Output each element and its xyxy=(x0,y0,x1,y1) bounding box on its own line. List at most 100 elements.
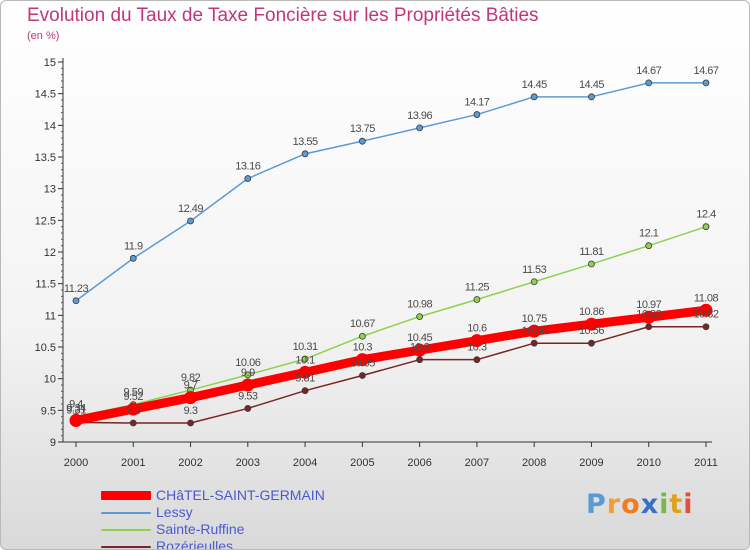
data-label: 10.3 xyxy=(353,342,373,354)
data-label: 10.45 xyxy=(407,332,432,344)
data-point xyxy=(358,137,366,145)
data-point xyxy=(530,278,538,286)
data-point xyxy=(588,339,595,347)
series-line-1 xyxy=(75,82,707,302)
logo-letter: P xyxy=(586,489,607,520)
data-point xyxy=(642,310,656,324)
data-label: 11.23 xyxy=(64,283,89,295)
x-tick-label: 2003 xyxy=(236,457,260,469)
data-point xyxy=(470,334,484,348)
unit-label: (en %) xyxy=(27,30,60,42)
y-tick-label: 11 xyxy=(45,310,56,322)
data-point xyxy=(301,387,309,395)
data-label: 9.4 xyxy=(69,399,83,411)
x-tick-label: 2007 xyxy=(465,457,489,469)
data-point xyxy=(244,405,252,412)
y-tick-label: 12 xyxy=(44,247,56,259)
y-tick-label: 14.5 xyxy=(35,89,56,101)
data-point xyxy=(129,254,137,262)
data-point xyxy=(588,260,595,268)
data-point xyxy=(69,413,83,427)
data-point xyxy=(645,242,653,250)
data-label: 9.7 xyxy=(184,380,198,392)
series-line-3 xyxy=(75,325,707,424)
chart-title: Evolution du Taux de Taxe Foncière sur l… xyxy=(27,5,539,26)
data-label: 10.56 xyxy=(522,325,547,337)
data-label: 9.59 xyxy=(124,387,144,399)
data-point xyxy=(699,303,713,317)
data-label: 9.82 xyxy=(181,372,201,384)
data-point xyxy=(416,313,424,321)
data-point xyxy=(702,223,710,231)
legend-swatch xyxy=(101,529,151,531)
logo-letter: i xyxy=(683,489,694,520)
legend-label: Lessy xyxy=(156,504,193,520)
logo-letter: i xyxy=(659,489,670,520)
data-label: 10.31 xyxy=(293,341,318,353)
data-point xyxy=(244,175,252,182)
y-tick-label: 10.5 xyxy=(35,342,56,354)
data-label: 14.67 xyxy=(693,65,718,77)
data-point xyxy=(416,356,424,364)
x-tick-label: 2008 xyxy=(522,457,546,469)
proxiti-logo: Proxiti xyxy=(586,489,694,520)
data-point xyxy=(473,356,481,364)
data-label: 13.16 xyxy=(235,161,260,173)
data-label: 12.49 xyxy=(178,203,203,215)
x-tick-label: 2005 xyxy=(350,457,374,469)
data-label: 9.53 xyxy=(238,390,258,402)
data-label: 9.34 xyxy=(66,402,86,414)
data-point xyxy=(473,111,481,118)
data-label: 9.81 xyxy=(295,373,315,385)
data-label: 13.55 xyxy=(293,136,318,148)
x-tick-label: 2006 xyxy=(407,457,431,469)
logo-letter: t xyxy=(669,489,684,520)
data-label: 11.25 xyxy=(465,282,490,294)
data-point xyxy=(129,419,137,427)
data-point xyxy=(358,332,366,340)
data-label: 11.53 xyxy=(522,264,547,276)
data-label: 10.1 xyxy=(295,354,315,366)
x-tick-label: 2000 xyxy=(64,457,88,469)
data-label: 9.3 xyxy=(126,405,140,417)
data-point xyxy=(530,339,538,347)
data-label: 11.81 xyxy=(579,246,604,258)
legend-swatch xyxy=(101,491,151,500)
data-point xyxy=(358,372,366,379)
y-tick-label: 13 xyxy=(44,184,56,196)
data-label: 12.4 xyxy=(696,209,716,221)
y-tick-label: 15 xyxy=(44,57,56,69)
data-label: 12.1 xyxy=(639,228,659,240)
series-line-2 xyxy=(75,225,707,418)
data-point xyxy=(126,402,140,416)
logo-letter: x xyxy=(640,489,660,520)
y-tick-label: 9.5 xyxy=(41,405,56,417)
data-label: 14.17 xyxy=(464,97,489,109)
data-point xyxy=(184,391,198,405)
x-tick-label: 2002 xyxy=(178,457,202,469)
data-point xyxy=(645,323,653,331)
y-tick-label: 13.5 xyxy=(35,152,56,164)
data-point xyxy=(527,324,541,338)
data-label: 11.9 xyxy=(124,240,143,252)
data-point xyxy=(702,323,710,331)
data-point xyxy=(72,297,80,305)
y-tick-label: 9 xyxy=(50,437,56,449)
data-label: 10.86 xyxy=(579,306,604,318)
data-label: 9.3 xyxy=(184,405,198,417)
data-point xyxy=(298,365,312,379)
data-label: 10.3 xyxy=(467,342,487,354)
data-point xyxy=(301,355,309,363)
data-point xyxy=(473,296,481,303)
data-point xyxy=(584,317,598,331)
data-label: 10.3 xyxy=(410,342,430,354)
data-label: 10.06 xyxy=(235,357,260,369)
data-label: 10.82 xyxy=(693,309,718,321)
data-point xyxy=(413,343,427,357)
legend-swatch xyxy=(101,512,151,514)
data-label: 11.08 xyxy=(694,292,719,304)
data-point xyxy=(588,93,595,101)
data-label: 10.6 xyxy=(467,323,487,335)
data-label: 9.9 xyxy=(241,367,255,379)
